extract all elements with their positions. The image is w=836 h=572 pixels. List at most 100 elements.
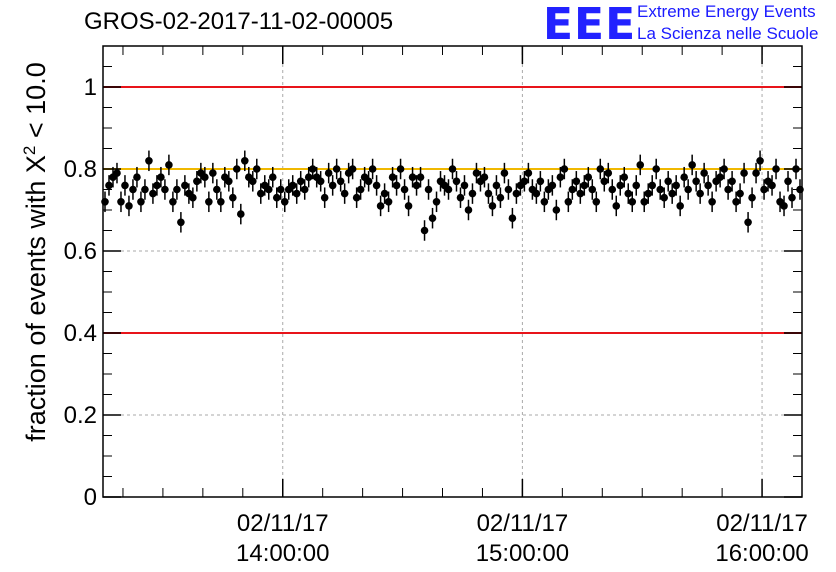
- data-point: [500, 169, 509, 177]
- data-point: [201, 173, 209, 181]
- data-point: [728, 177, 736, 186]
- data-point: [736, 189, 744, 198]
- y-tick-label: 0.8: [64, 156, 97, 183]
- data-point: [424, 185, 433, 194]
- data-point: [225, 177, 233, 186]
- data-point: [628, 198, 637, 206]
- data-point: [133, 173, 141, 181]
- data-point: [149, 189, 157, 198]
- logo-line1: Extreme Energy Events: [637, 2, 816, 21]
- x-tick-time-label: 16:00:00: [715, 540, 808, 567]
- eee-logo: EEE: [543, 0, 637, 50]
- data-point: [760, 185, 768, 194]
- data-point: [217, 198, 225, 206]
- data-point: [616, 181, 625, 190]
- data-point: [205, 198, 213, 206]
- data-point: [640, 198, 649, 206]
- data-point: [448, 165, 457, 173]
- data-point: [408, 173, 417, 181]
- data-point: [113, 169, 121, 177]
- y-tick-label: 1: [84, 74, 97, 101]
- reference-lines: [103, 86, 802, 334]
- data-point: [716, 173, 724, 181]
- data-point: [584, 173, 593, 181]
- data-point: [772, 165, 780, 173]
- data-point: [105, 181, 113, 190]
- data-point: [752, 169, 760, 177]
- data-point: [676, 202, 684, 210]
- data-point: [404, 202, 413, 210]
- data-point: [444, 185, 453, 194]
- data-point: [720, 165, 728, 173]
- data-point: [632, 181, 641, 190]
- data-point: [161, 185, 169, 194]
- data-point: [412, 181, 421, 190]
- data-point: [368, 165, 377, 173]
- data-point: [508, 214, 517, 222]
- data-point: [684, 185, 692, 194]
- data-point: [596, 165, 605, 173]
- data-point: [608, 185, 617, 194]
- data-point: [173, 185, 181, 194]
- data-point: [252, 165, 261, 173]
- data-point: [656, 185, 665, 194]
- data-point: [364, 177, 373, 186]
- data-point: [504, 185, 513, 194]
- data-point: [624, 189, 633, 198]
- data-point: [612, 202, 621, 210]
- data-point: [328, 181, 337, 190]
- data-point: [420, 226, 429, 235]
- data-point: [484, 189, 493, 198]
- x-tick-time-label: 15:00:00: [476, 540, 569, 567]
- data-point: [568, 185, 577, 194]
- data-point: [209, 169, 217, 177]
- data-point: [456, 193, 465, 202]
- data-point: [308, 165, 317, 173]
- data-point: [732, 198, 740, 206]
- data-point: [540, 198, 549, 206]
- data-point: [704, 181, 712, 190]
- data-point: [304, 173, 313, 181]
- y-tick-label: 0.4: [64, 320, 97, 347]
- plot-frame: [102, 45, 803, 498]
- data-point: [580, 181, 589, 190]
- data-point: [700, 169, 708, 177]
- data-point: [300, 185, 309, 194]
- data-point: [352, 193, 361, 202]
- data-point: [288, 181, 297, 190]
- data-point: [464, 206, 473, 214]
- x-tick-date-label: 02/11/17: [237, 510, 329, 537]
- data-point: [604, 169, 613, 177]
- x-tick-date-label: 02/11/17: [477, 510, 569, 537]
- data-point: [552, 206, 561, 214]
- data-point: [428, 214, 437, 222]
- data-point: [380, 189, 389, 198]
- data-point: [240, 157, 249, 165]
- data-point: [480, 173, 489, 181]
- data-point: [336, 177, 345, 186]
- data-point: [229, 193, 237, 202]
- data-point: [740, 169, 748, 177]
- data-point: [588, 185, 597, 194]
- y-tick-label: 0: [84, 484, 97, 511]
- data-point: [780, 202, 788, 210]
- data-point: [372, 181, 381, 190]
- tick-labels: 0 0.2 0.4 0.6 0.8 1 02/11/17 14:00:00 02/11/17 15…: [64, 74, 809, 567]
- data-point: [492, 181, 501, 190]
- data-point: [644, 189, 653, 198]
- data-point: [153, 181, 161, 190]
- data-point: [400, 185, 409, 194]
- data-point: [468, 189, 477, 198]
- data-point: [320, 193, 329, 202]
- data-point: [564, 198, 573, 206]
- data-point: [129, 185, 137, 194]
- data-point: [432, 198, 441, 206]
- data-point: [696, 189, 704, 198]
- data-point: [600, 177, 609, 186]
- data-point: [748, 193, 756, 202]
- data-point: [276, 185, 285, 194]
- data-point: [520, 177, 529, 186]
- data-point: [396, 165, 405, 173]
- data-point: [388, 173, 397, 181]
